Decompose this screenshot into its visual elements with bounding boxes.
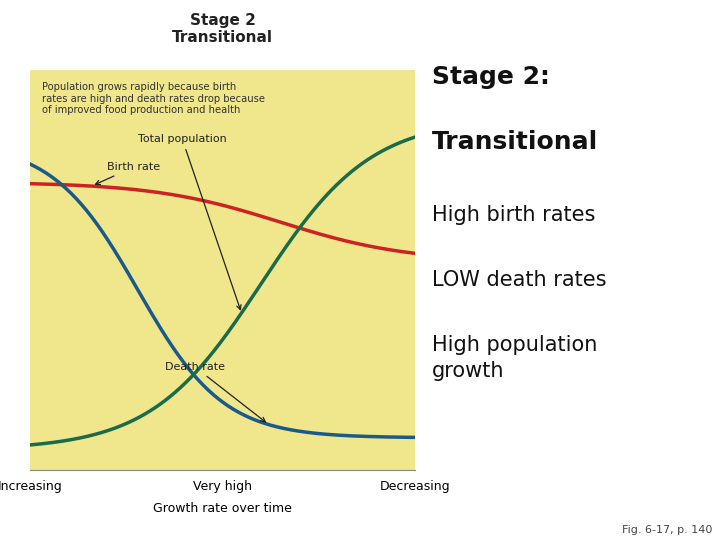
Text: Stage 2:: Stage 2:: [432, 65, 550, 89]
Text: Stage 2: Stage 2: [189, 14, 256, 29]
X-axis label: Growth rate over time: Growth rate over time: [153, 502, 292, 515]
Text: High birth rates: High birth rates: [432, 205, 595, 225]
Text: Fig. 6-17, p. 140: Fig. 6-17, p. 140: [622, 524, 713, 535]
Text: Transitional: Transitional: [432, 130, 598, 153]
Text: High population
growth: High population growth: [432, 335, 598, 381]
Text: Death rate: Death rate: [165, 362, 266, 422]
Text: LOW death rates: LOW death rates: [432, 270, 606, 290]
Text: Population grows rapidly because birth
rates are high and death rates drop becau: Population grows rapidly because birth r…: [42, 82, 265, 116]
Text: Transitional: Transitional: [172, 30, 273, 45]
Text: Birth rate: Birth rate: [96, 162, 161, 185]
Text: Total population: Total population: [138, 134, 241, 309]
